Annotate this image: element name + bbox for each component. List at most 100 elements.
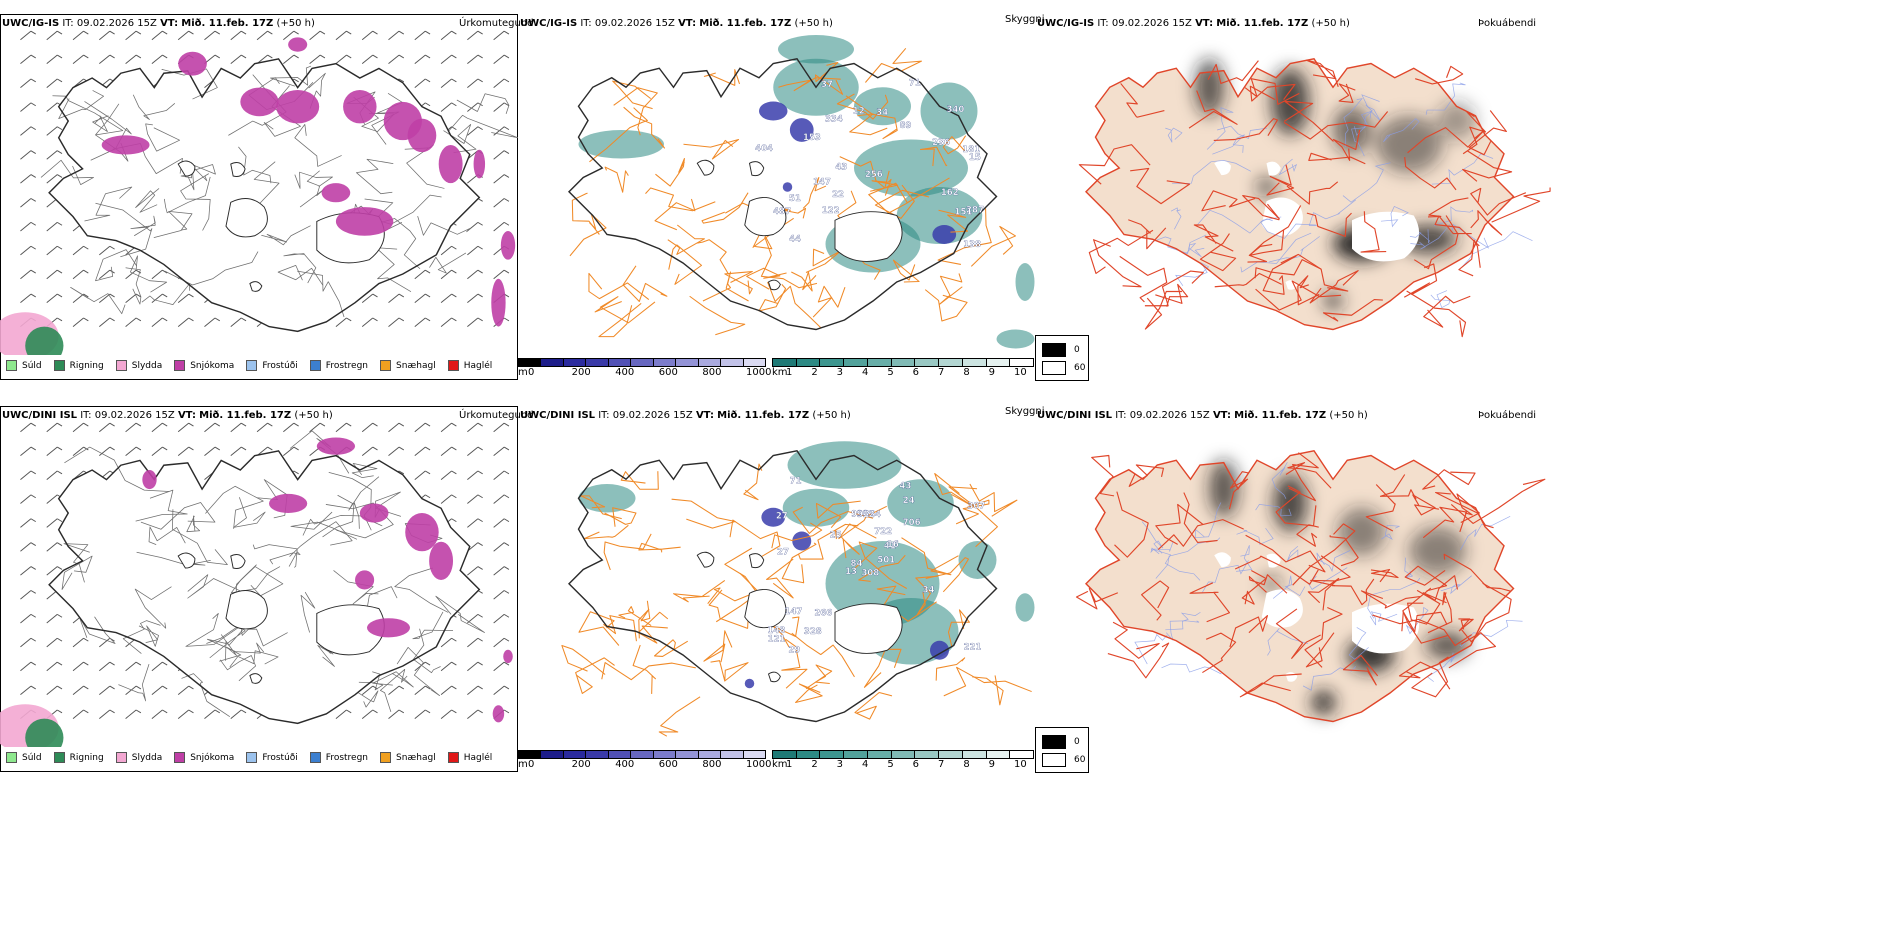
- wind-barb: [20, 566, 36, 576]
- colorbar-tick-label: 2: [811, 759, 818, 770]
- cloud-base-label: 151: [955, 208, 973, 218]
- road-line: [942, 135, 967, 155]
- wind-barb: [46, 126, 63, 136]
- cloud-base-label: 37: [821, 80, 833, 90]
- road-line: [185, 613, 239, 647]
- wind-barb: [125, 317, 142, 327]
- road-line: [429, 252, 467, 274]
- glacier-area: [1352, 211, 1420, 262]
- precip-header-row1: UWC/IG-IS IT: 09.02.2026 15Z VT: Mið. 11…: [2, 18, 315, 29]
- road-line: [580, 495, 622, 520]
- wind-barb: [440, 637, 457, 648]
- wind-barb: [440, 709, 457, 719]
- road-line: [1422, 469, 1476, 490]
- wind-barb: [493, 30, 510, 41]
- colorbar-strip: [772, 750, 1034, 759]
- river-line: [1170, 207, 1182, 230]
- colorbar-cell: [891, 359, 916, 366]
- colorbar-cell: [915, 359, 940, 366]
- it-value: 09.02.2026 15Z: [612, 410, 693, 421]
- wind-barb: [414, 446, 431, 457]
- colorbar-cell: [676, 751, 699, 758]
- road-line: [604, 166, 629, 193]
- wind-barb: [99, 685, 115, 696]
- road-line: [708, 589, 750, 629]
- rain-area: [25, 326, 64, 355]
- road-line: [948, 609, 970, 648]
- road-line: [443, 124, 477, 153]
- cloud-base-label: 16: [887, 540, 899, 550]
- wind-barb: [125, 54, 142, 65]
- cloud-base-label: 147: [813, 177, 831, 187]
- map-layer: [1078, 57, 1551, 338]
- wind-barb: [493, 590, 510, 600]
- vt-label: VT:: [160, 18, 179, 29]
- snow-area: [316, 437, 356, 455]
- wind-barb: [46, 566, 63, 576]
- road-line: [1332, 129, 1361, 161]
- road-line: [1423, 295, 1471, 328]
- legend-swatch: [53, 360, 65, 371]
- cloud-base-label: 41: [884, 542, 896, 552]
- precip-legend-row1: Súld Rigning Slydda Snjókoma Frostúði Frostre…: [6, 360, 504, 371]
- glacier-outline: [834, 211, 903, 262]
- road-line: [858, 554, 906, 582]
- legend-item: Snjókoma: [174, 752, 234, 763]
- road-line: [815, 500, 861, 529]
- colorbar-tick-label: 7: [938, 367, 945, 378]
- colorbar-tick-label: 1: [786, 759, 793, 770]
- road-line: [140, 502, 216, 530]
- road-line: [163, 176, 211, 214]
- river-line: [1459, 515, 1511, 551]
- road-line: [702, 271, 749, 302]
- legend-item: Snæhagl: [380, 752, 436, 763]
- wind-barb: [46, 685, 63, 696]
- wind-barb: [46, 269, 63, 280]
- snow-area: [355, 570, 375, 590]
- wind-barb: [20, 269, 36, 280]
- road-line: [164, 251, 259, 286]
- fog-scale-min: 0: [1074, 737, 1080, 747]
- road-line: [970, 225, 1017, 267]
- wind-barb: [414, 317, 431, 327]
- wind-barb: [493, 613, 510, 624]
- road-line: [1296, 524, 1319, 547]
- wind-barb: [388, 30, 405, 41]
- wind-barb: [414, 661, 431, 672]
- wind-barb: [467, 126, 483, 136]
- road-line: [1443, 553, 1512, 592]
- road-line: [865, 47, 922, 83]
- road-line: [1456, 493, 1480, 523]
- road-line: [618, 606, 652, 626]
- legend-swatch: [309, 752, 321, 763]
- road-line: [768, 204, 807, 219]
- colorbar-unit: m: [518, 759, 528, 770]
- cloud-base-label: 501: [877, 555, 895, 565]
- wind-barb: [361, 446, 378, 457]
- fog-header-row1: UWC/IG-IS IT: 09.02.2026 15Z VT: Mið. 11…: [1037, 18, 1350, 29]
- road-line: [294, 171, 333, 189]
- snow-area: [429, 541, 454, 580]
- it-value: 09.02.2026 15Z: [1111, 18, 1192, 29]
- colorbar-cell: [631, 359, 654, 366]
- road-line: [1398, 661, 1451, 690]
- legend-label: Frostregn: [325, 360, 369, 371]
- cloud-base-label: 147: [785, 607, 803, 617]
- road-line: [135, 489, 188, 522]
- wind-barb: [72, 709, 89, 719]
- road-line: [667, 224, 705, 255]
- wind-barb: [99, 54, 115, 65]
- wind-barb: [493, 542, 510, 552]
- road-line: [261, 225, 311, 246]
- fog-patch: [1409, 526, 1466, 575]
- wind-barb: [467, 245, 483, 256]
- wind-barb: [440, 245, 457, 256]
- cloud-area: [778, 35, 854, 64]
- river-line: [1383, 118, 1420, 143]
- wind-barb: [46, 293, 63, 304]
- wind-barb: [493, 198, 510, 208]
- colorbar-cell: [939, 359, 963, 366]
- wind-barb: [72, 446, 89, 457]
- wind-barb: [414, 30, 431, 41]
- legend-item: Frostregn: [309, 752, 368, 763]
